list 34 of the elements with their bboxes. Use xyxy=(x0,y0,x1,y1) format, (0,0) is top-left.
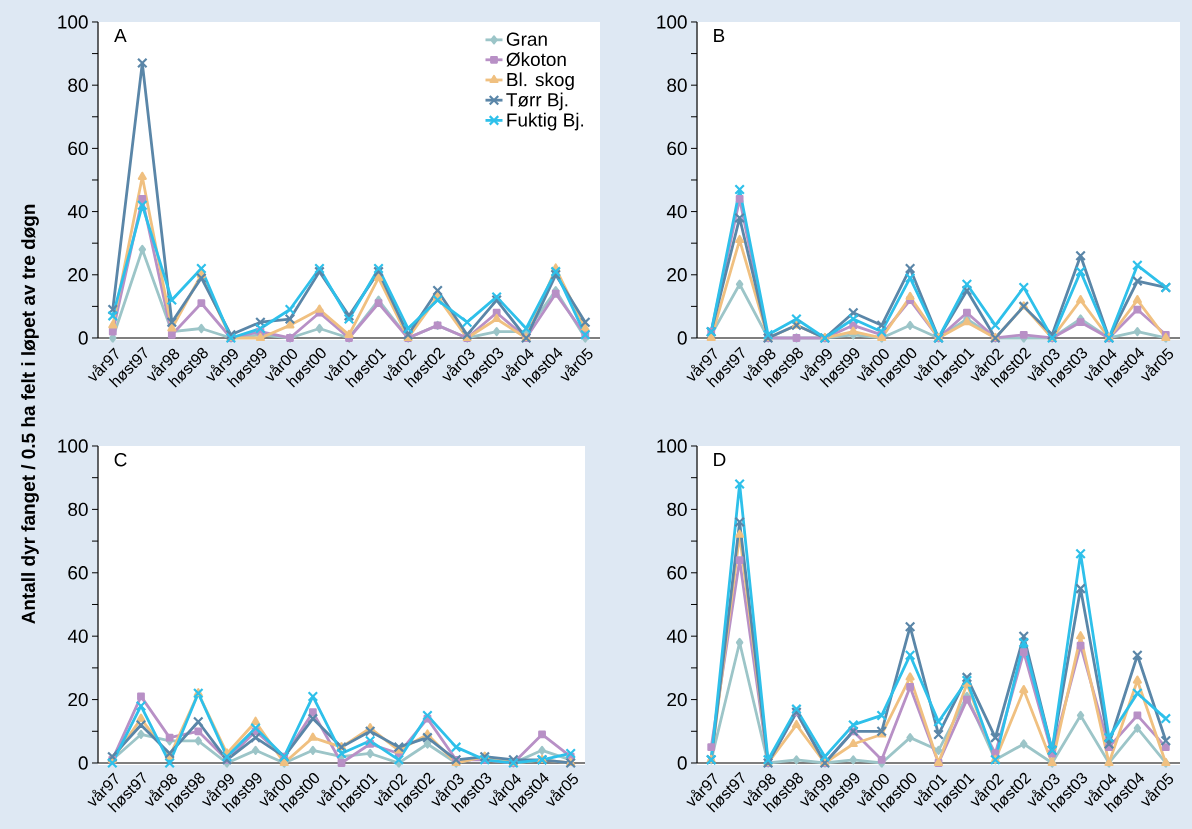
y-tick-label: 20 xyxy=(667,268,687,282)
y-tick-label: 80 xyxy=(667,78,687,92)
y-tick-label: 100 xyxy=(58,439,88,453)
y-tick-label: 20 xyxy=(68,692,88,707)
y-tick-label: 60 xyxy=(667,141,687,156)
y-tick-label: 0 xyxy=(78,331,88,345)
y-tick-label: 80 xyxy=(68,78,88,92)
y-tick-label: 40 xyxy=(666,629,687,643)
y-tick-label: 0 xyxy=(677,331,687,345)
y-tick-label: 80 xyxy=(667,502,687,517)
y-tick-label: 40 xyxy=(666,204,687,219)
legend-label: Bl. skog xyxy=(507,72,574,91)
y-axis-title: Antall dyr fanget / 0.5 ha felt i løpet av tre døgn xyxy=(21,204,39,624)
y-tick-label: 60 xyxy=(667,566,687,580)
y-tick-label: 20 xyxy=(68,268,88,282)
chart-title: C xyxy=(114,453,127,467)
y-tick-label: 0 xyxy=(78,756,88,770)
y-tick-label: 0 xyxy=(677,756,687,770)
y-tick-label: 80 xyxy=(68,502,88,517)
y-tick-label: 60 xyxy=(68,566,88,580)
legend-label: Tørr Bj. xyxy=(506,92,568,111)
legend-label: Fuktig Bj. xyxy=(507,112,584,131)
legend-label: Gran xyxy=(506,32,547,46)
y-tick-label: 40 xyxy=(67,204,88,219)
y-tick-label: 100 xyxy=(657,439,687,453)
legend-label: Økoton xyxy=(506,52,566,67)
y-tick-label: 100 xyxy=(657,15,687,29)
y-tick-label: 60 xyxy=(68,141,88,156)
y-tick-label: 20 xyxy=(667,692,687,707)
y-tick-label: 100 xyxy=(58,15,88,29)
chart-title: B xyxy=(714,29,725,43)
y-tick-label: 40 xyxy=(67,629,88,643)
chart-title: D xyxy=(714,453,726,467)
chart-title: A xyxy=(114,29,127,43)
